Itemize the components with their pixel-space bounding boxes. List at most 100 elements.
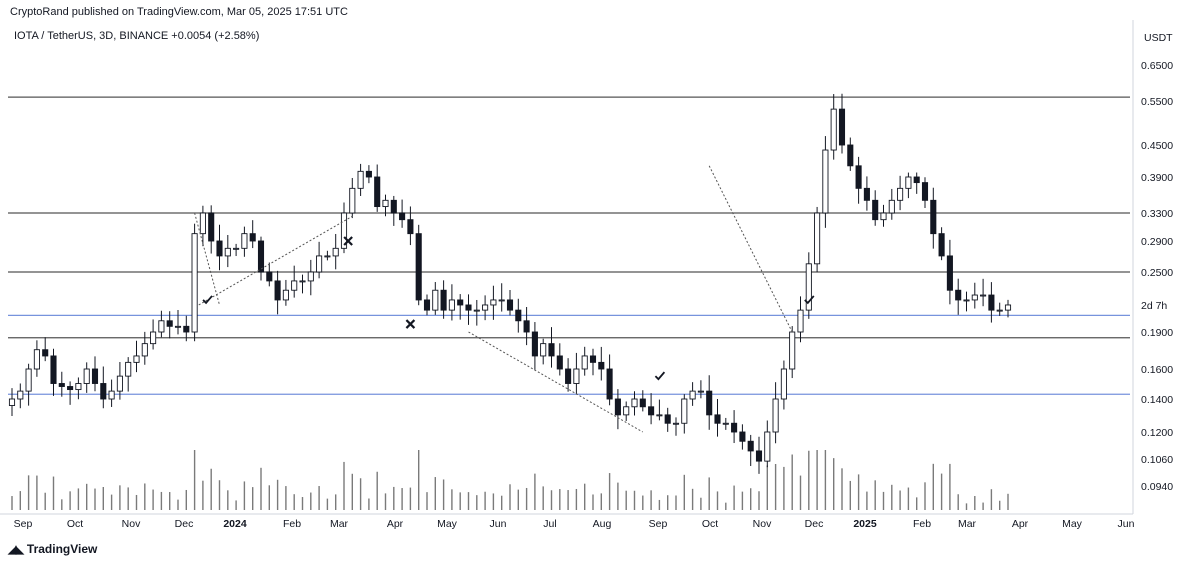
candle-down (855, 165, 862, 189)
candle-up (482, 304, 489, 311)
candle-up (805, 263, 812, 311)
y-tick-label: 0.1900 (1141, 327, 1173, 339)
candle-down (390, 199, 397, 214)
candle-up (8, 398, 16, 406)
y-tick-label: 0.1600 (1141, 364, 1173, 376)
candle-up (672, 422, 680, 425)
candle-down (548, 343, 555, 357)
candle-up (17, 390, 24, 400)
y-tick-label: 0.1400 (1141, 394, 1173, 406)
candle-down (457, 299, 464, 306)
candle-up (75, 383, 82, 391)
candle-up (307, 271, 314, 282)
symbol-line: IOTA / TetherUS, 3D, BINANCE +0.0054 (+2… (14, 30, 260, 42)
candle-up (830, 108, 837, 151)
candle-up (897, 187, 904, 201)
candle-up (814, 212, 821, 265)
candle-up (174, 325, 182, 328)
candle-up (25, 368, 32, 392)
candle-down (506, 299, 514, 311)
candle-down (556, 355, 563, 370)
x-tick-label: Jun (1118, 518, 1135, 530)
x-tick-label: Oct (67, 518, 83, 530)
candle-up (764, 431, 771, 462)
x-tick-label: Jun (490, 518, 507, 530)
check-icon (202, 295, 213, 305)
trendline[interactable] (194, 212, 220, 306)
candle-down (266, 271, 273, 282)
volume-bars (11, 450, 1009, 510)
candle-down (847, 144, 854, 167)
candle-down (531, 331, 538, 357)
candle-down (257, 240, 265, 273)
trendlines (194, 165, 793, 433)
candle-down (706, 390, 713, 416)
candle-down (913, 176, 920, 184)
candle-down (946, 255, 953, 291)
trendline[interactable] (708, 165, 793, 333)
candle-up (980, 294, 987, 297)
candle-up (656, 414, 663, 417)
candle-down (714, 414, 721, 424)
candle-down (208, 212, 215, 242)
candle-up (772, 398, 779, 433)
candle-up (498, 299, 505, 302)
y-tick-label: 0.1060 (1141, 454, 1173, 466)
candle-down (183, 325, 190, 333)
candle-up (340, 212, 348, 249)
candle-up (299, 280, 306, 283)
candle-down (91, 368, 99, 384)
y-tick-label: 0.3900 (1141, 172, 1173, 184)
candle-up (971, 294, 978, 301)
candle-down (407, 219, 414, 235)
candle-down (955, 289, 962, 301)
candle-down (755, 450, 763, 462)
x-tick-label: Nov (122, 518, 141, 530)
candle-up (191, 233, 198, 333)
check-icon (654, 371, 666, 381)
candle-up (581, 355, 588, 370)
candle-down (930, 199, 937, 235)
candle-up (158, 320, 165, 333)
y-tick-label: 0.3300 (1141, 208, 1173, 220)
candle-down (399, 212, 406, 221)
candle-down (606, 368, 613, 400)
x-axis-ticks: Sep Oct Nov Dec 2024 Feb Mar Apr May Jun Jul Aug Sep… (14, 518, 1135, 530)
candle-down (274, 280, 281, 301)
x-tick-label: Sep (14, 518, 33, 530)
x-tick-label: Feb (913, 518, 931, 530)
x-tick-label: Apr (387, 518, 404, 530)
candle-down (50, 355, 57, 384)
candle-down (58, 383, 65, 387)
candle-down (465, 304, 472, 311)
y-tick-label: 0.4500 (1141, 140, 1173, 152)
trendline[interactable] (198, 215, 353, 306)
candle-down (614, 398, 621, 416)
candle-down (921, 182, 929, 201)
y-tick-label: 0.2900 (1141, 236, 1173, 248)
event-markers (202, 236, 815, 381)
candle-up (681, 398, 688, 424)
y-tick-label: 0.5500 (1141, 96, 1173, 108)
horizontal-levels (8, 96, 1130, 395)
candle-down (440, 289, 447, 311)
trendline[interactable] (468, 331, 644, 433)
candle-down (166, 320, 173, 327)
candle-down (100, 383, 107, 400)
candle-down (938, 233, 945, 257)
candle-down (589, 355, 597, 363)
candle-down (739, 431, 746, 442)
candle-up (905, 176, 912, 189)
candle-up (332, 247, 339, 257)
candle-up (473, 309, 480, 312)
candlesticks (8, 93, 1012, 474)
tradingview-brand[interactable]: ◢◣ TradingView (8, 542, 97, 556)
candle-up (133, 355, 140, 363)
candle-down (216, 240, 223, 257)
candle-up (282, 289, 289, 301)
y-axis-ticks: 0.6500 0.5500 0.4500 0.3900 0.3300 0.2900 0.25… (1141, 60, 1173, 493)
candle-up (822, 149, 829, 214)
x-tick-label: Dec (175, 518, 194, 530)
candle-up (697, 390, 704, 393)
